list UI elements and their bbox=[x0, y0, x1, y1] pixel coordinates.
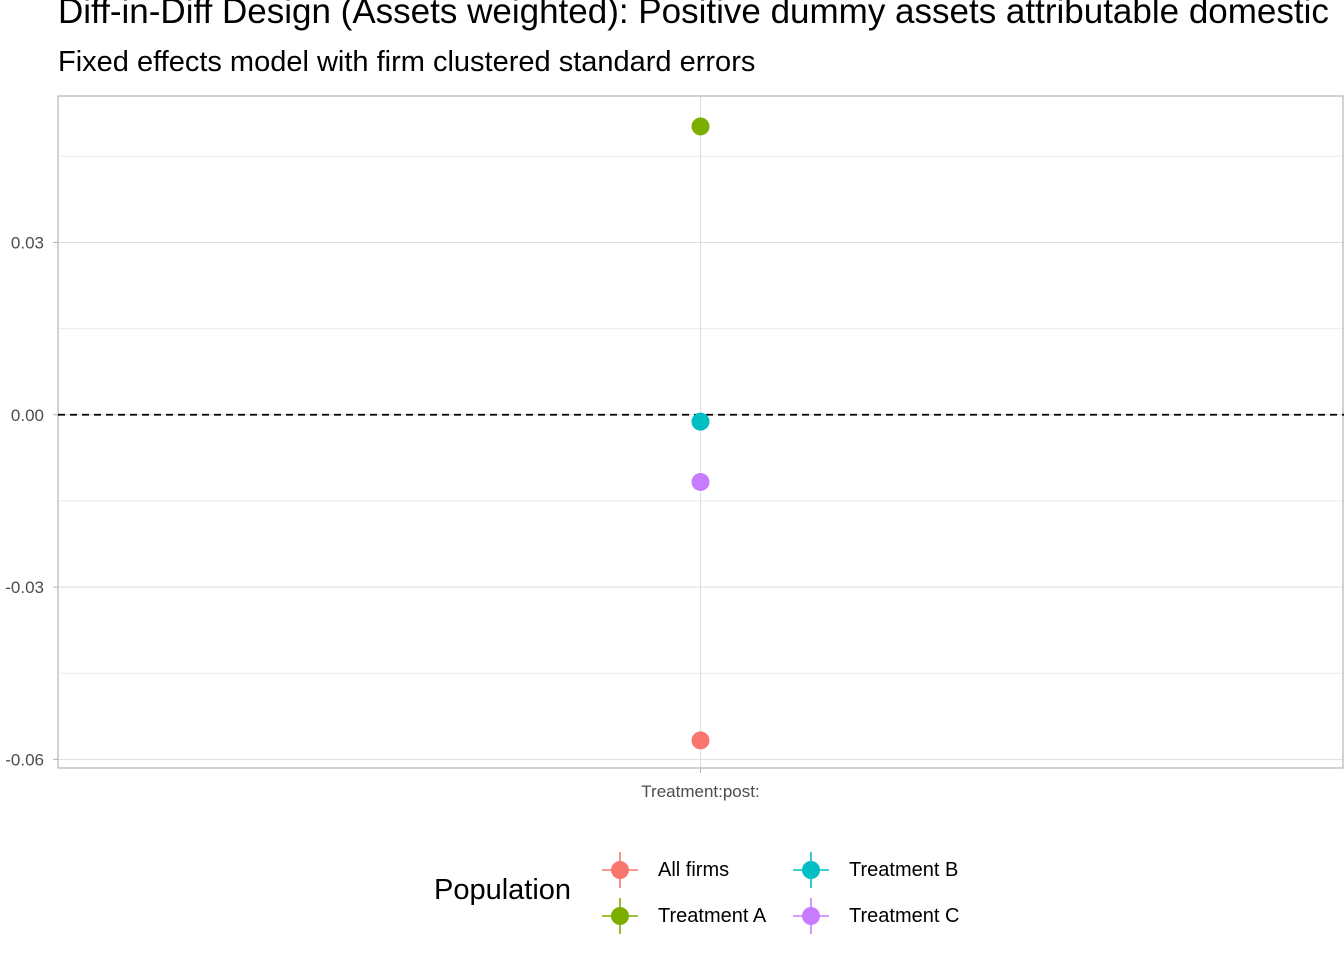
legend-key-icon bbox=[793, 898, 829, 934]
y-tick-label: 0.00 bbox=[11, 406, 44, 425]
legend-label: All firms bbox=[658, 858, 730, 881]
legend-item: All firms bbox=[602, 850, 729, 890]
y-tick-label: -0.03 bbox=[5, 578, 44, 597]
legend-item: Treatment B bbox=[793, 850, 958, 890]
chart-plot: 0.03 0.00 -0.03 -0.06 Treatment:post: bbox=[5, 95, 1344, 801]
y-tick-label: -0.06 bbox=[5, 750, 44, 769]
legend-key-icon bbox=[602, 852, 638, 888]
legend-item: Treatment C bbox=[793, 896, 959, 936]
legend-key-icon bbox=[602, 898, 638, 934]
data-point bbox=[691, 472, 710, 491]
data-point bbox=[691, 412, 710, 431]
y-tick-label: 0.03 bbox=[11, 233, 44, 252]
legend-item: Treatment A bbox=[602, 896, 766, 936]
x-tick-label: Treatment:post: bbox=[641, 782, 759, 801]
legend-title: Population bbox=[434, 874, 572, 906]
data-point bbox=[691, 117, 710, 136]
legend-label: Treatment A bbox=[658, 904, 767, 927]
data-point bbox=[691, 731, 710, 750]
chart-title: Diff-in-Diff Design (Assets weighted): P… bbox=[58, 0, 1329, 31]
legend-label: Treatment C bbox=[849, 904, 960, 927]
legend-key-icon bbox=[793, 852, 829, 888]
legend-label: Treatment B bbox=[849, 858, 959, 881]
plot-border bbox=[57, 95, 1344, 769]
chart-subtitle: Fixed effects model with firm clustered … bbox=[58, 46, 756, 78]
